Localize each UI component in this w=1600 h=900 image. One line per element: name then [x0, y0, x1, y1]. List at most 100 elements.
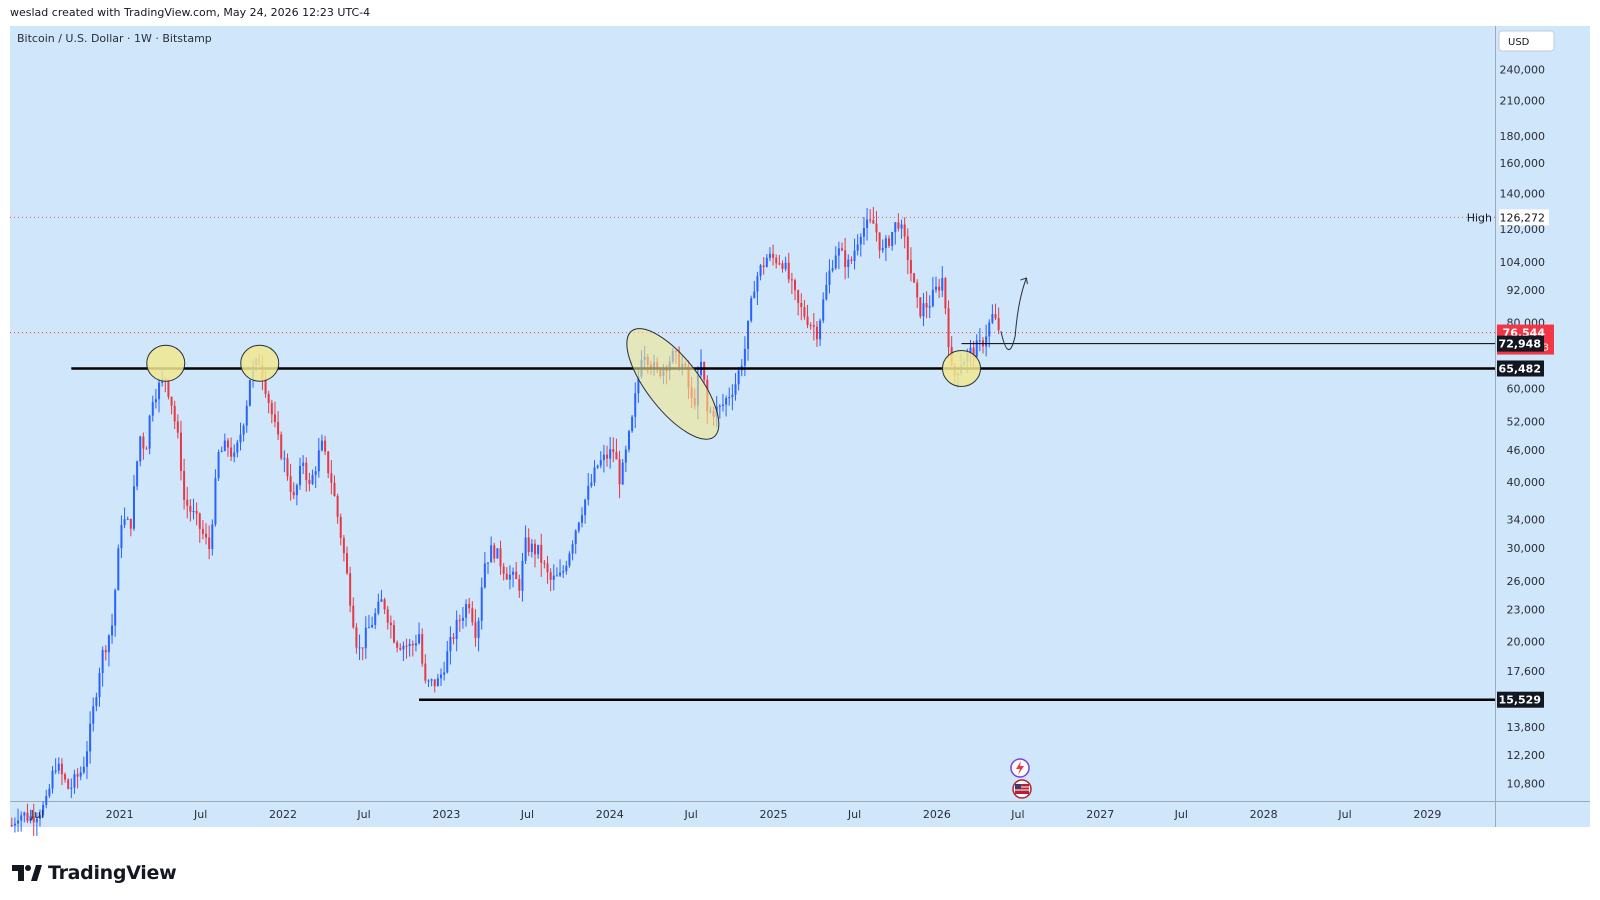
candle-body — [111, 625, 114, 636]
candle-body — [320, 440, 323, 451]
candle-down — [67, 778, 70, 790]
candle-body — [753, 291, 756, 299]
time-tick-label: Jul — [1174, 808, 1188, 821]
candle-down — [60, 758, 63, 785]
candle-down — [916, 279, 919, 309]
candle-up — [311, 469, 314, 486]
candle-body — [26, 812, 29, 821]
candle-body — [784, 262, 787, 269]
candle-up — [609, 437, 612, 469]
candle-up — [446, 640, 449, 674]
candle-body — [339, 516, 342, 539]
candle-body — [342, 538, 345, 554]
chart-container[interactable]: 240,000 210,000 180,000 160,000 140,000 120,0… — [10, 26, 1590, 846]
breakout-level-price-label: 72,948 — [1499, 338, 1541, 351]
candle-body — [888, 238, 891, 246]
chart-credit-header: weslad created with TradingView.com, May… — [10, 6, 371, 19]
time-tick-label: Jul — [193, 808, 207, 821]
candle-body — [13, 823, 16, 826]
candle-body — [759, 265, 762, 276]
candle-body — [778, 263, 781, 265]
candle-down — [10, 817, 13, 828]
candle-down — [493, 542, 496, 563]
candle-up — [759, 264, 762, 281]
candle-up — [95, 692, 98, 712]
candle-body — [878, 232, 881, 251]
candle-up — [496, 548, 499, 559]
candle-up — [831, 259, 834, 273]
candle-up — [574, 529, 577, 554]
candle-up — [79, 766, 82, 781]
candle-up — [151, 395, 154, 422]
event-icons[interactable] — [1010, 758, 1032, 799]
candle-down — [762, 256, 765, 275]
candle-body — [515, 571, 518, 580]
candle-body — [562, 571, 565, 573]
candle-body — [421, 634, 424, 664]
candle-down — [803, 300, 806, 320]
candle-body — [51, 770, 54, 789]
candle-body — [988, 322, 991, 337]
candle-up — [220, 446, 223, 453]
candle-body — [38, 815, 41, 819]
candle-down — [26, 803, 29, 824]
candle-down — [226, 438, 229, 457]
candle-body — [158, 382, 161, 400]
candle-body — [273, 414, 276, 422]
candle-body — [233, 452, 236, 457]
candle-body — [98, 673, 101, 698]
candle-down — [543, 559, 546, 569]
candle-up — [408, 638, 411, 657]
candle-up — [931, 276, 934, 308]
candle-body — [104, 650, 107, 653]
candle-body — [414, 643, 417, 646]
tradingview-logo[interactable]: TradingView — [12, 862, 177, 884]
candle-up — [725, 395, 728, 417]
candle-up — [57, 757, 60, 774]
candle-body — [872, 220, 875, 224]
candle-body — [292, 491, 295, 496]
candle-down — [515, 562, 518, 580]
candle-body — [624, 449, 627, 463]
candle-body — [101, 650, 104, 674]
candle-up — [834, 246, 837, 270]
candle-up — [577, 521, 580, 533]
candle-body — [245, 405, 248, 426]
candle-up — [580, 507, 583, 528]
candle-down — [393, 620, 396, 644]
candle-body — [549, 572, 552, 580]
candle-down — [346, 546, 349, 575]
candle-body — [433, 679, 436, 687]
candle-body — [775, 257, 778, 264]
time-tick-label: 2027 — [1086, 808, 1114, 821]
candle-body — [609, 449, 612, 459]
candle-body — [57, 763, 60, 771]
candle-down — [468, 597, 471, 614]
candle-up — [537, 544, 540, 559]
candle-body — [618, 459, 621, 485]
candle-body — [862, 227, 865, 237]
candle-up — [825, 272, 828, 301]
candle-up — [51, 765, 54, 794]
price-chart[interactable]: 240,000 210,000 180,000 160,000 140,000 120,0… — [10, 26, 1590, 846]
high-price-label: 126,272 — [1500, 211, 1546, 224]
candle-body — [480, 587, 483, 621]
candle-body — [402, 645, 405, 650]
candle-down — [411, 640, 414, 657]
candle-down — [897, 213, 900, 232]
candle-up — [552, 564, 555, 591]
candle-up — [856, 234, 859, 256]
candle-body — [60, 763, 63, 775]
price-tick-label: 120,000 — [1500, 223, 1546, 236]
currency-label: USD — [1508, 37, 1530, 48]
cycle-low-badge — [1497, 691, 1544, 708]
candle-body — [919, 297, 922, 317]
candle-up — [718, 404, 721, 419]
candle-up — [111, 613, 114, 644]
candle-body — [364, 627, 367, 649]
currency-box[interactable] — [1498, 30, 1555, 52]
candle-down — [925, 291, 928, 319]
candle-down — [527, 528, 530, 557]
candle-up — [521, 552, 524, 602]
candle-up — [862, 216, 865, 245]
